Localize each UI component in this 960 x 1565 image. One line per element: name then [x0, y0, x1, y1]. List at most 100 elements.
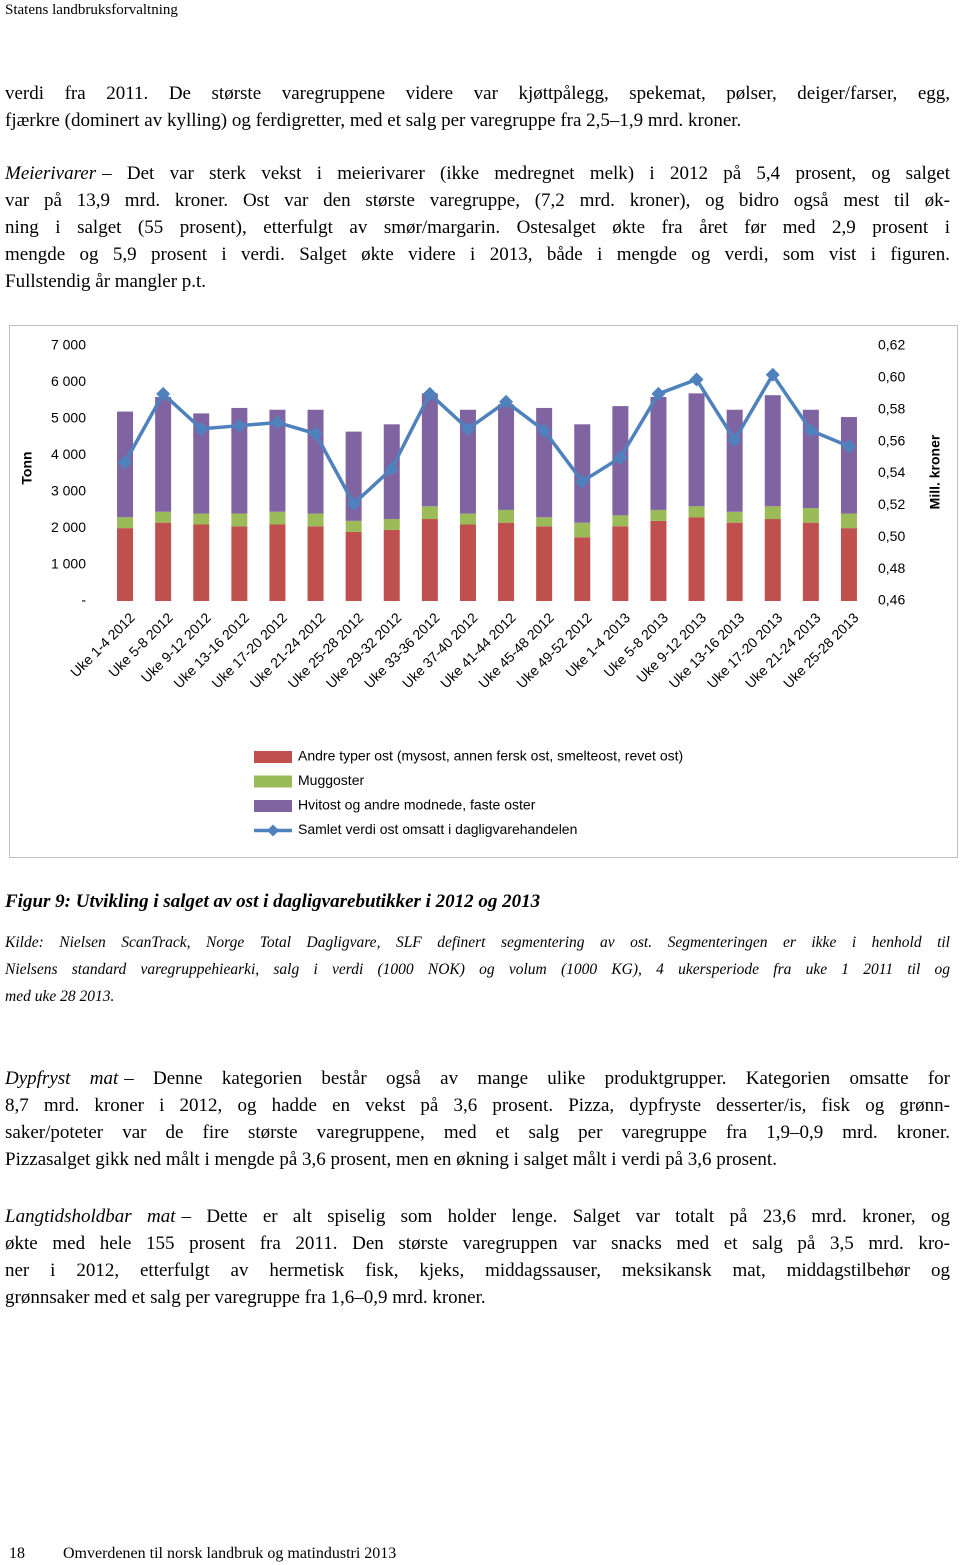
line-marker [194, 421, 209, 436]
bar-segment [726, 409, 743, 512]
page-number: 18 [9, 1545, 25, 1562]
legend-label: Muggoster [298, 772, 364, 788]
text-line: 8,7 mrd. kroner i 2012, og hadde en veks… [5, 1092, 950, 1119]
text-line: ning i salget (55 prosent), etterfulgt a… [5, 214, 950, 241]
line-marker [689, 372, 704, 387]
text: verdi fra 2011. De største varegruppene … [5, 83, 950, 104]
line-marker [308, 426, 323, 441]
y2-tick-label: 0,54 [878, 464, 905, 480]
bar-segment [764, 395, 781, 507]
y-tick-label: 1 000 [51, 555, 86, 571]
bar-segment [536, 526, 553, 601]
y2-tick-label: 0,52 [878, 496, 905, 512]
header: Statens landbruksforvaltning [5, 2, 178, 18]
bar-segment [155, 522, 172, 601]
text: saker/poteter var de fire største varegr… [5, 1122, 950, 1143]
y2-axis-title: Mill. kroner [927, 434, 943, 509]
paragraph-lead: Dypfryst mat [5, 1068, 119, 1089]
y2-tick-label: 0,60 [878, 369, 905, 385]
text-line: fjærkre (dominert av kylling) og ferdigr… [5, 107, 950, 134]
line-marker [118, 455, 133, 470]
y-tick-label: 7 000 [51, 337, 86, 353]
bar-segment [840, 417, 857, 514]
legend-swatch [254, 800, 292, 812]
bar-segment [155, 397, 172, 512]
footer-title: Omverdenen til norsk landbruk og matindu… [63, 1545, 397, 1562]
text: Pizzasalget gikk ned målt i mengde på 3,… [5, 1149, 777, 1170]
bar-segment [840, 528, 857, 601]
bar-segment [231, 407, 248, 514]
legend-swatch [254, 751, 292, 763]
text: 8,7 mrd. kroner i 2012, og hadde en veks… [5, 1095, 950, 1116]
line-marker [384, 461, 399, 476]
bar-segment [688, 517, 705, 601]
bar-segment [536, 517, 553, 527]
y-tick-label: - [81, 592, 86, 608]
text-line: verdi fra 2011. De største varegruppene … [5, 80, 950, 107]
text-line: Langtidsholdbar mat – Dette er alt spisel… [5, 1203, 950, 1230]
text-line: saker/poteter var de fire største varegr… [5, 1119, 950, 1146]
bar-segment [764, 519, 781, 601]
bar-segment [421, 519, 438, 601]
text-line: Meierivarer – Det var sterk vekst i meier… [5, 160, 950, 187]
line-marker [727, 433, 742, 448]
bar-segment [650, 397, 667, 510]
bar-segment [155, 511, 172, 523]
text: ner i 2012, etterfulgt av hermetisk fisk… [5, 1260, 950, 1281]
y-tick-label: 2 000 [51, 519, 86, 535]
text-line: grønnsaker med et salg per varegruppe fr… [5, 1284, 950, 1311]
y2-tick-label: 0,62 [878, 337, 905, 353]
text: økte med hele 155 prosent fra 2011. Den … [5, 1233, 950, 1254]
bar-segment [459, 409, 476, 514]
line-marker [346, 496, 361, 511]
line-marker [156, 386, 171, 401]
text-line: Pizzasalget gikk ned målt i mengde på 3,… [5, 1146, 950, 1173]
bar-segment [650, 520, 667, 601]
bar-segment [421, 393, 438, 507]
bar-segment [688, 506, 705, 518]
legend-label: Hvitost og andre modnede, faste oster [298, 797, 536, 813]
y2-tick-label: 0,48 [878, 560, 905, 576]
bar-segment [231, 513, 248, 527]
y-axis-title: Tonn [19, 451, 35, 484]
text-line: Dypfryst mat – Denne kategorien består og… [5, 1065, 950, 1092]
text-line: ner i 2012, etterfulgt av hermetisk fisk… [5, 1257, 950, 1284]
bar-segment [459, 524, 476, 601]
line-marker [575, 474, 590, 489]
line-marker [460, 421, 475, 436]
y2-tick-label: 0,56 [878, 432, 905, 448]
text: – Denne kategorien består også av mange … [124, 1068, 950, 1089]
bar-segment [612, 526, 629, 601]
bar-segment [650, 509, 667, 521]
bar-segment [726, 522, 743, 601]
legend-swatch [254, 775, 292, 788]
bar-segment [574, 537, 591, 601]
bar-segment [574, 522, 591, 538]
line-marker [613, 450, 628, 465]
bar-segment [498, 509, 515, 523]
bar-segment [764, 506, 781, 520]
bar-segment [802, 409, 819, 509]
text: fjærkre (dominert av kylling) og ferdigr… [5, 110, 742, 131]
line-marker [270, 415, 285, 430]
legend-label: Andre typer ost (mysost, annen fersk ost… [298, 748, 683, 764]
bar-segment [307, 409, 324, 514]
source-line: med uke 28 2013. [5, 988, 115, 1005]
bar-segment [231, 526, 248, 601]
bar-segment [612, 515, 629, 527]
legend-marker [267, 824, 279, 837]
source-line: Nielsens standard varegruppehiearki, sal… [5, 961, 950, 978]
bar-segment [498, 522, 515, 601]
y-tick-label: 6 000 [51, 373, 86, 389]
text-line: Fullstendig år mangler p.t. [5, 268, 950, 295]
bar-segment [307, 526, 324, 601]
line-marker [803, 423, 818, 438]
bar-segment [117, 517, 134, 529]
bar-segment [269, 409, 286, 512]
line-marker [765, 367, 780, 382]
text-line: mengde og 5,9 prosent i verdi. Salget øk… [5, 241, 950, 268]
text: grønnsaker med et salg per varegruppe fr… [5, 1287, 486, 1308]
bar-segment [840, 513, 857, 529]
bar-segment [802, 522, 819, 601]
